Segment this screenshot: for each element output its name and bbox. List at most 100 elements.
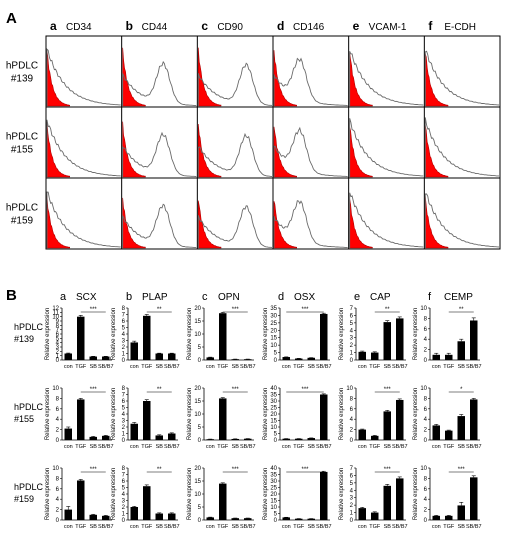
y-tick-label: 0 [424,438,428,444]
bar [244,518,252,520]
significance-label: *** [384,387,392,393]
y-tick-label: 10 [52,315,59,321]
panel-a-letter: A [6,10,17,27]
x-tick-label: TGF [443,444,455,450]
control-histogram [349,53,373,107]
bar [445,354,453,360]
bar [295,358,303,360]
bar [295,438,303,440]
panel-a-sample-id: #139 [11,74,34,85]
bar [383,485,391,520]
x-tick-label: TGF [217,444,229,450]
y-tick-label: 10 [194,332,201,338]
x-tick-label: con [206,444,215,450]
bar [206,517,214,520]
panel-b-gene-label: OPN [218,292,240,303]
x-tick-label: TGF [293,364,305,370]
x-tick-label: con [130,364,139,370]
x-tick-label: con [130,444,139,450]
y-tick-label: 8 [122,466,126,472]
y-tick-label: 11 [53,310,60,316]
bar [77,480,85,520]
x-tick-label: SB/B7 [240,444,256,450]
y-tick-label: 7 [122,313,126,319]
y-tick-label: 4 [350,328,354,334]
panel-a-column-letter: c [201,19,208,33]
marker-histogram [349,118,424,178]
y-axis-label: Relative expression [339,388,345,440]
x-tick-label: SB [156,364,164,370]
y-axis-label: Relative expression [45,388,51,440]
bar [143,486,151,520]
panel-a-column-letter: b [126,19,133,33]
x-tick-label: SB [156,524,164,530]
y-tick-label: 35 [270,393,277,399]
panel-a-marker-label: CD44 [142,22,168,33]
control-histogram [425,125,449,178]
bar [371,352,379,360]
panel-a-sample-id: #155 [11,145,34,156]
marker-histogram [273,200,348,248]
x-tick-label: SB [384,444,392,450]
x-tick-label: TGF [443,524,455,530]
bar [102,515,110,520]
y-tick-label: 5 [122,406,126,412]
y-tick-label: 40 [270,386,277,392]
y-tick-label: 10 [270,505,277,511]
x-tick-label: con [206,524,215,530]
y-tick-label: 10 [420,466,427,472]
y-tick-label: 25 [270,406,277,412]
histogram-cell [46,119,121,178]
histogram-cell [197,123,272,178]
bar [219,398,227,440]
y-tick-label: 5 [274,432,278,438]
y-tick-label: 7 [350,466,354,472]
bar [470,477,478,520]
bar [89,356,97,360]
panel-a-column-letter: e [353,19,360,33]
y-axis-label: Relative expression [339,308,345,360]
y-tick-label: 2 [424,428,428,434]
x-tick-label: con [130,524,139,530]
y-tick-label: 2 [56,349,60,355]
y-tick-label: 40 [270,466,277,472]
y-tick-label: 8 [56,476,60,482]
y-axis-label: Relative expression [111,468,117,520]
significance-label: *** [301,467,309,473]
bar [457,505,465,520]
x-tick-label: TGF [293,524,305,530]
x-tick-label: SB/B7 [316,444,332,450]
x-tick-label: SB [90,524,98,530]
y-axis-label: Relative expression [263,468,269,520]
y-tick-label: 8 [350,396,354,402]
bar [432,515,440,520]
bar-chart: Relative expression 0 2 4 6 8 10 con TGF SB SB/B7 *… [45,386,114,450]
y-tick-label: 8 [56,323,60,329]
bar [371,512,379,520]
x-tick-label: con [282,524,291,530]
y-tick-label: 0 [198,358,202,364]
significance-label: *** [458,467,466,473]
x-tick-label: TGF [75,444,87,450]
bar [143,315,151,360]
y-axis-label: Relative expression [187,468,193,520]
significance-label: ** [385,307,390,313]
bar [432,354,440,360]
bar [358,508,366,520]
y-tick-label: 3 [122,499,126,505]
y-tick-label: 10 [346,386,353,392]
control-histogram [46,121,70,178]
y-tick-label: 15 [194,319,201,325]
y-tick-label: 8 [424,476,428,482]
y-tick-label: 0 [198,518,202,524]
y-tick-label: 15 [270,336,277,342]
significance-label: ** [157,307,162,313]
x-tick-label: SB [90,444,98,450]
y-tick-label: 5 [198,505,202,511]
y-tick-label: 1 [122,432,126,438]
panel-b-sample-id: #139 [14,334,34,344]
